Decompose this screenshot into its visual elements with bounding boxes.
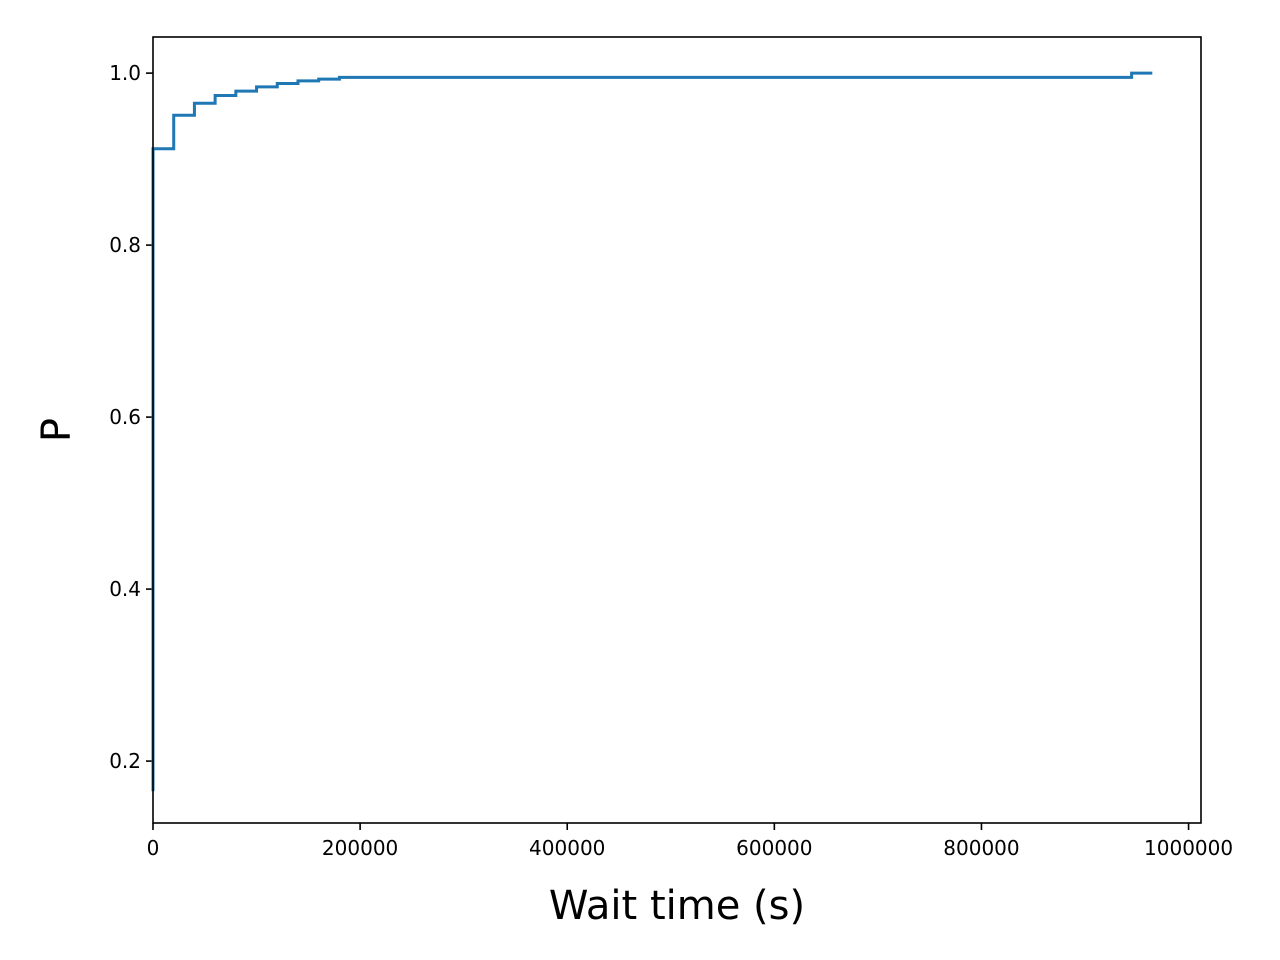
y-tick-label: 1.0	[109, 61, 141, 85]
series-line	[151, 71, 1153, 792]
x-tick-label: 800000	[943, 836, 1019, 860]
x-tick-label: 200000	[322, 836, 398, 860]
x-tick-label: 1000000	[1144, 836, 1233, 860]
x-tick-label: 0	[147, 836, 160, 860]
y-axis-label: P	[34, 418, 80, 442]
x-axis-label: Wait time (s)	[549, 883, 805, 929]
plot-area	[153, 37, 1201, 823]
axes-frame	[152, 36, 1202, 824]
y-tick-label: 0.8	[109, 233, 141, 257]
x-tick-label: 400000	[529, 836, 605, 860]
x-tick-label: 600000	[736, 836, 812, 860]
y-tick-label: 0.2	[109, 749, 141, 773]
y-tick-label: 0.6	[109, 405, 141, 429]
x-axis-ticks: 0 200000 400000 600000 800000 1000000	[147, 823, 1233, 860]
y-axis-ticks: 0.2 0.4 0.6 0.8 1.0	[109, 61, 153, 773]
y-tick-label: 0.4	[109, 577, 141, 601]
